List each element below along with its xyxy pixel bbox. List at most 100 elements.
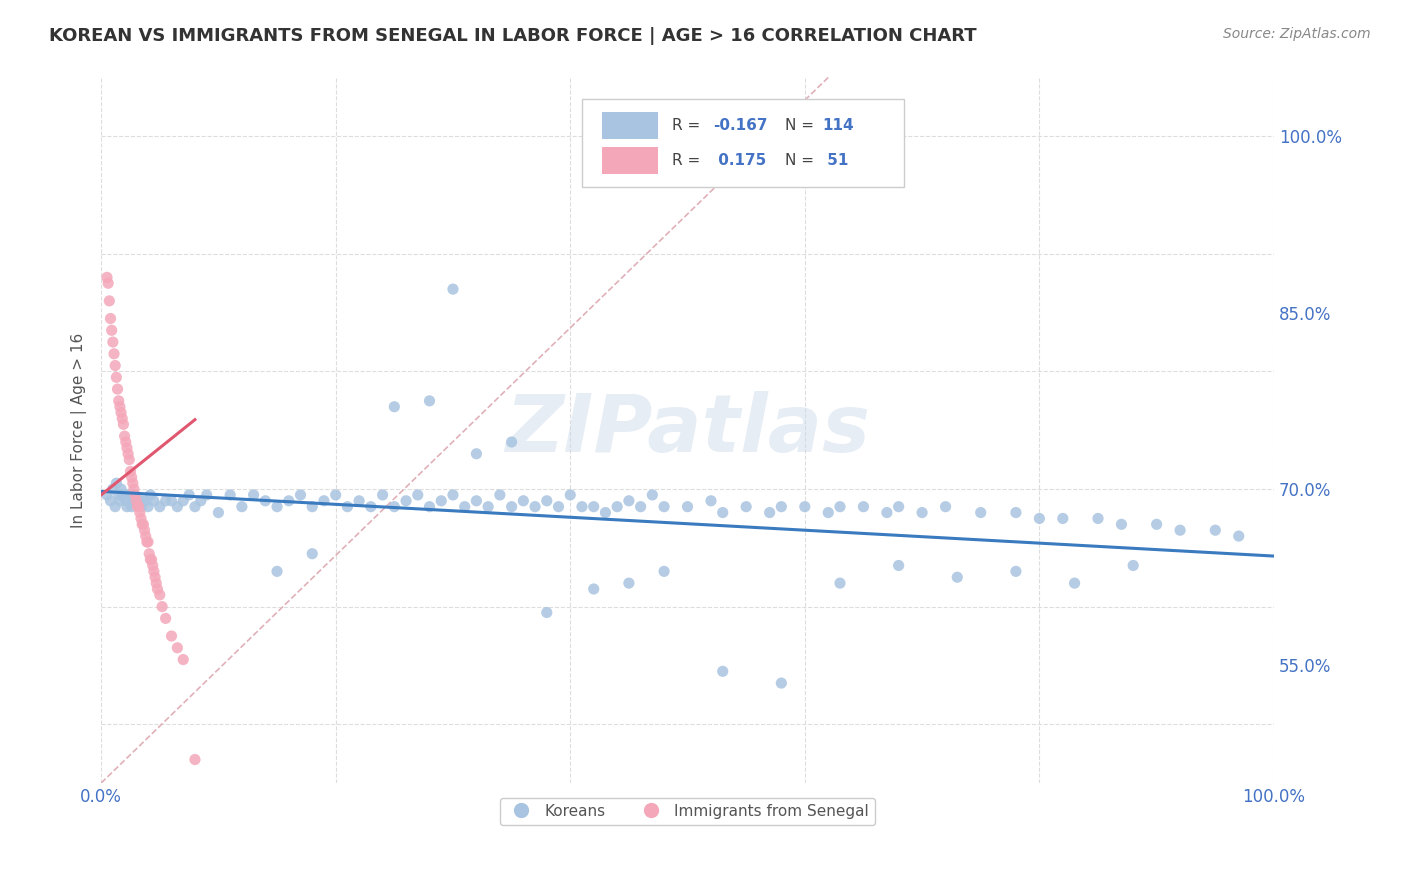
Point bbox=[360, 500, 382, 514]
Point bbox=[595, 506, 617, 520]
Point bbox=[177, 488, 200, 502]
Y-axis label: In Labor Force | Age > 16: In Labor Force | Age > 16 bbox=[72, 333, 87, 528]
Point bbox=[166, 640, 188, 655]
Point bbox=[911, 506, 934, 520]
Point bbox=[136, 500, 159, 514]
Point bbox=[617, 576, 640, 591]
Text: 0.175: 0.175 bbox=[713, 153, 766, 169]
Point bbox=[101, 482, 124, 496]
Point bbox=[120, 464, 142, 478]
Point bbox=[582, 582, 605, 596]
Point bbox=[758, 506, 780, 520]
Point bbox=[641, 488, 664, 502]
Text: R =: R = bbox=[672, 153, 706, 169]
Point bbox=[1028, 511, 1050, 525]
Point bbox=[1005, 565, 1028, 579]
Point bbox=[347, 493, 370, 508]
Point bbox=[96, 270, 118, 285]
Point bbox=[111, 488, 134, 502]
Point bbox=[630, 500, 652, 514]
Point bbox=[121, 500, 143, 514]
Text: R =: R = bbox=[672, 118, 706, 133]
Point bbox=[118, 452, 141, 467]
Point bbox=[132, 517, 155, 532]
Point bbox=[136, 535, 159, 549]
Point bbox=[104, 500, 127, 514]
Point bbox=[465, 493, 488, 508]
Point bbox=[524, 500, 547, 514]
FancyBboxPatch shape bbox=[602, 147, 658, 174]
Point bbox=[828, 500, 851, 514]
Point bbox=[103, 347, 125, 361]
Point bbox=[117, 488, 139, 502]
Point bbox=[135, 493, 157, 508]
Point bbox=[1005, 506, 1028, 520]
Point bbox=[325, 488, 347, 502]
Point bbox=[512, 493, 534, 508]
Point bbox=[107, 382, 129, 396]
Point bbox=[430, 493, 453, 508]
Point bbox=[112, 417, 135, 432]
Point bbox=[139, 488, 162, 502]
Point bbox=[139, 552, 162, 566]
Text: -0.167: -0.167 bbox=[713, 118, 768, 133]
Point bbox=[142, 493, 165, 508]
Point bbox=[101, 334, 124, 349]
Point bbox=[406, 488, 429, 502]
Point bbox=[1063, 576, 1085, 591]
Point bbox=[1227, 529, 1250, 543]
Point bbox=[290, 488, 312, 502]
Point bbox=[125, 493, 148, 508]
Point bbox=[418, 500, 440, 514]
Point bbox=[676, 500, 699, 514]
Point bbox=[100, 311, 122, 326]
Point bbox=[96, 488, 118, 502]
Text: Source: ZipAtlas.com: Source: ZipAtlas.com bbox=[1223, 27, 1371, 41]
Point bbox=[946, 570, 969, 584]
Point bbox=[1146, 517, 1168, 532]
Point bbox=[1052, 511, 1074, 525]
Point bbox=[160, 493, 183, 508]
Point bbox=[606, 500, 628, 514]
Point bbox=[131, 517, 153, 532]
Point bbox=[128, 500, 150, 514]
Point bbox=[207, 506, 229, 520]
FancyBboxPatch shape bbox=[602, 112, 658, 139]
Point bbox=[166, 500, 188, 514]
Point bbox=[477, 500, 499, 514]
Point bbox=[155, 493, 177, 508]
Point bbox=[793, 500, 815, 514]
Point bbox=[190, 493, 212, 508]
Point bbox=[128, 493, 150, 508]
Point bbox=[184, 752, 207, 766]
Point bbox=[547, 500, 569, 514]
Point bbox=[107, 393, 129, 408]
Point bbox=[770, 676, 793, 690]
Point bbox=[149, 588, 172, 602]
Legend: Koreans, Immigrants from Senegal: Koreans, Immigrants from Senegal bbox=[501, 797, 875, 825]
Point bbox=[395, 493, 418, 508]
Point bbox=[107, 488, 129, 502]
Point bbox=[155, 611, 177, 625]
Point bbox=[115, 500, 138, 514]
Point bbox=[105, 476, 128, 491]
Point bbox=[124, 488, 146, 502]
Point bbox=[301, 500, 323, 514]
Point bbox=[560, 488, 582, 502]
Point bbox=[711, 506, 734, 520]
Point bbox=[1087, 511, 1109, 525]
Point bbox=[266, 565, 288, 579]
FancyBboxPatch shape bbox=[582, 99, 904, 186]
Point bbox=[184, 500, 207, 514]
Point bbox=[160, 629, 183, 643]
Point bbox=[195, 488, 218, 502]
Point bbox=[312, 493, 335, 508]
Point bbox=[887, 500, 910, 514]
Point bbox=[1122, 558, 1144, 573]
Point bbox=[617, 493, 640, 508]
Point bbox=[336, 500, 359, 514]
Point bbox=[121, 476, 143, 491]
Point bbox=[125, 493, 148, 508]
Point bbox=[489, 488, 512, 502]
Point bbox=[121, 470, 143, 484]
